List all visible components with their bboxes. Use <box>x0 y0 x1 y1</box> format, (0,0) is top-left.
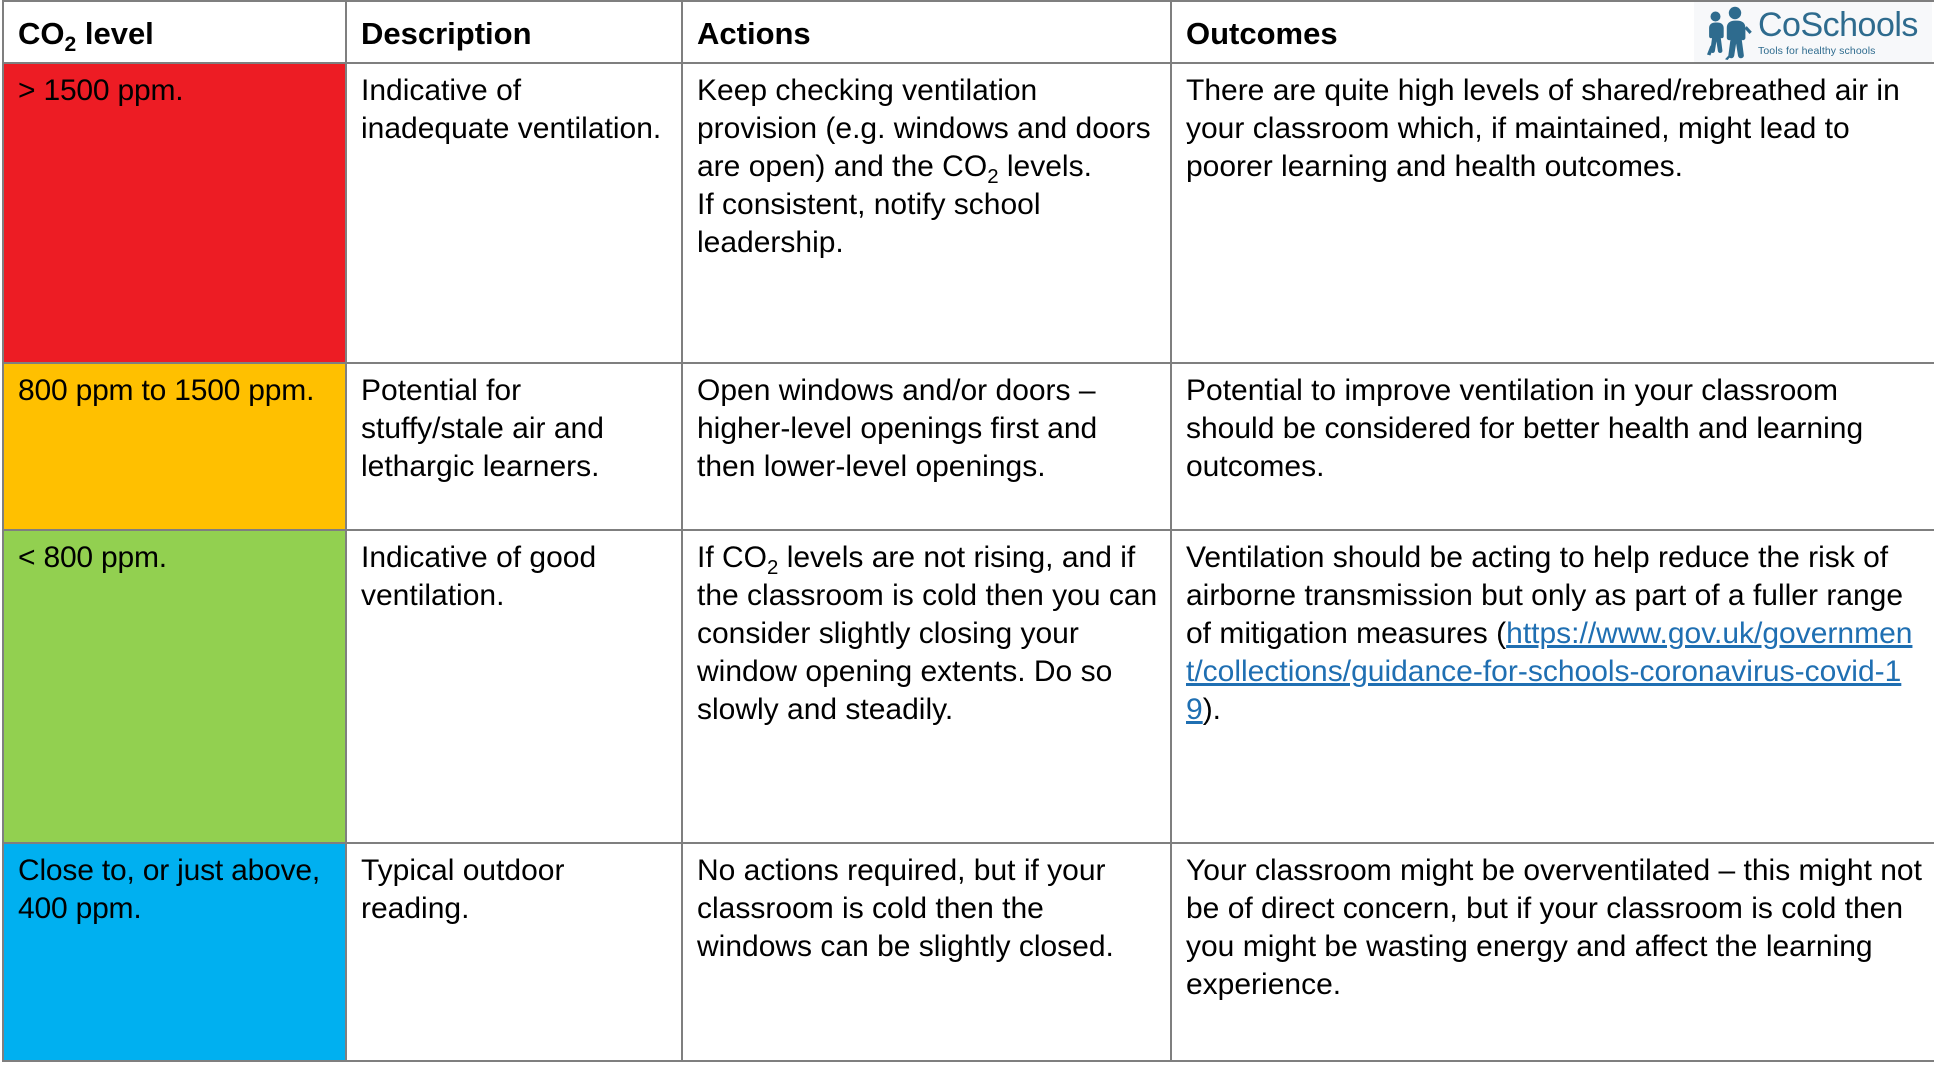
co2-level-badge-red: > 1500 ppm. <box>2 62 347 364</box>
actions-cell-blue: No actions required, but if your classro… <box>681 842 1172 1062</box>
actions-text-end: levels are not rising, and if the classr… <box>697 541 1158 727</box>
actions-text-part1-end: levels. <box>998 150 1092 184</box>
outcomes-cell-red: There are quite high levels of shared/re… <box>1170 62 1934 364</box>
outcomes-text-start: Ventilation should be acting to help red… <box>1186 541 1904 651</box>
outcomes-cell-amber: Potential to improve ventilation in your… <box>1170 362 1934 531</box>
table-row: 800 ppm to 1500 ppm. Potential for stuff… <box>2 362 1934 531</box>
actions-cell-green: If CO2 levels are not rising, and if the… <box>681 529 1172 844</box>
coschools-logo: CoSchools Tools for healthy schools <box>1694 2 1932 62</box>
logo-wordmark: CoSchools Tools for healthy schools <box>1758 8 1918 57</box>
two-walking-figures-icon <box>1707 6 1752 60</box>
gov-uk-guidance-link[interactable]: https://www.gov.uk/government/collection… <box>1186 617 1913 727</box>
co2-level-badge-amber: 800 ppm to 1500 ppm. <box>2 362 347 531</box>
column-header-actions: Actions <box>681 0 1172 64</box>
table-row: < 800 ppm. Indicative of good ventilatio… <box>2 529 1934 844</box>
column-header-description: Description <box>345 0 683 64</box>
description-cell-amber: Potential for stuffy/stale air and letha… <box>345 362 683 531</box>
outcomes-text-end: ). <box>1202 693 1222 727</box>
actions-text-part2: If consistent, notify school leadership. <box>697 188 1041 260</box>
logo-brand-text: CoSchools <box>1758 5 1918 44</box>
outcomes-cell-green: Ventilation should be acting to help red… <box>1170 529 1934 844</box>
actions-cell-amber: Open windows and/or doors – higher-level… <box>681 362 1172 531</box>
table-row: Close to, or just above, 400 ppm. Typica… <box>2 842 1934 1062</box>
actions-text-start: If CO <box>697 541 768 574</box>
co2-guidance-table: CO2 level Description Actions Outcomes >… <box>2 0 1934 1062</box>
actions-cell-red: Keep checking ventilation provision (e.g… <box>681 62 1172 364</box>
co2-level-badge-blue: Close to, or just above, 400 ppm. <box>2 842 347 1062</box>
subscript-2: 2 <box>64 33 77 57</box>
description-cell-blue: Typical outdoor reading. <box>345 842 683 1062</box>
table-header-row: CO2 level Description Actions Outcomes <box>2 0 1934 64</box>
outcomes-cell-blue: Your classroom might be overventilated –… <box>1170 842 1934 1062</box>
level-text: level <box>76 16 154 52</box>
co2-level-badge-green: < 800 ppm. <box>2 529 347 844</box>
description-cell-green: Indicative of good ventilation. <box>345 529 683 844</box>
subscript-2: 2 <box>767 557 779 579</box>
table-row: > 1500 ppm. Indicative of inadequate ven… <box>2 62 1934 364</box>
actions-text-part1: Keep checking ventilation provision (e.g… <box>697 74 1151 184</box>
co2-text: CO <box>18 16 65 52</box>
description-cell-red: Indicative of inadequate ventilation. <box>345 62 683 364</box>
logo-tagline-text: Tools for healthy schools <box>1758 44 1876 57</box>
subscript-2: 2 <box>987 166 999 189</box>
column-header-co2-level: CO2 level <box>2 0 347 64</box>
